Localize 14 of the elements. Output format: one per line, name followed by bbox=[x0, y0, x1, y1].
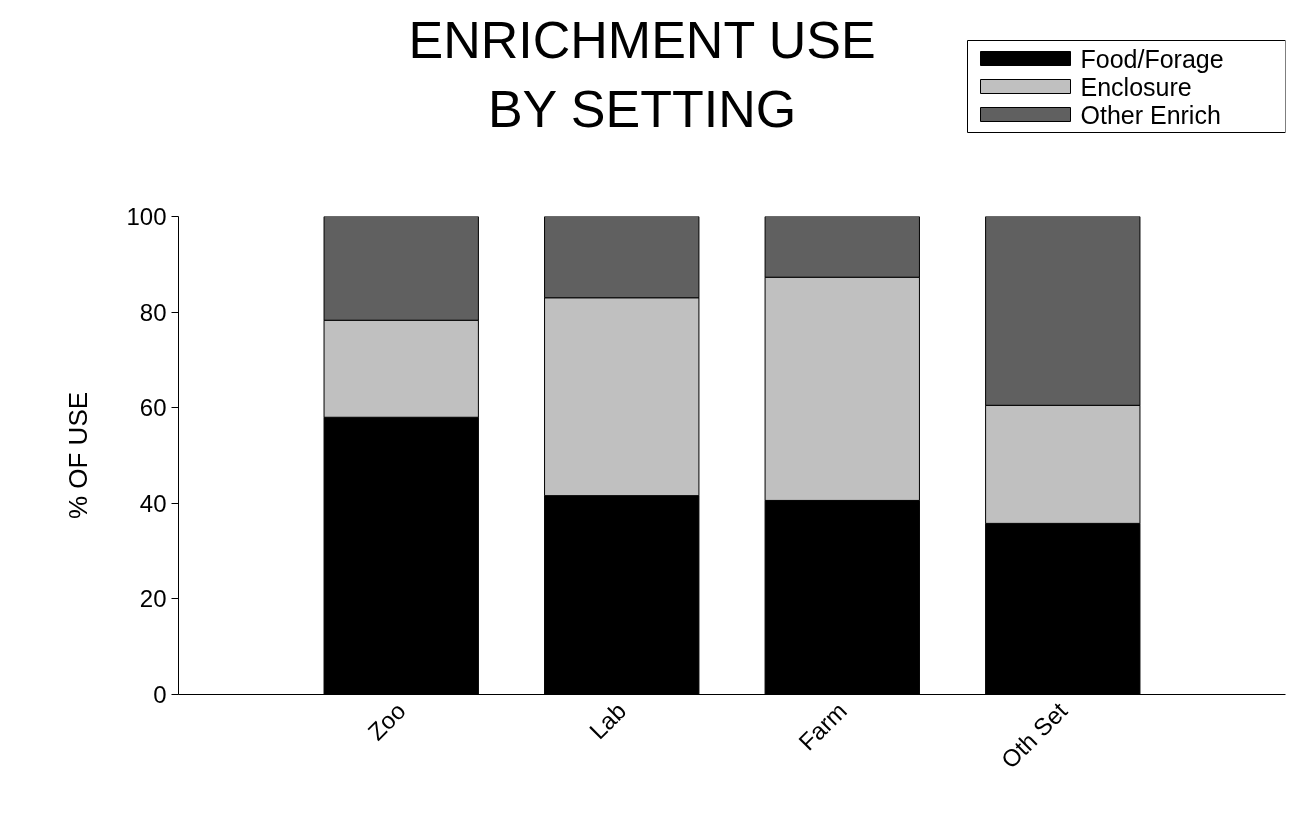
x-tick-label: Oth Set bbox=[995, 696, 1073, 774]
y-axis-title: % OF USE bbox=[63, 391, 94, 520]
x-tick-label: Lab bbox=[583, 696, 632, 745]
y-tick-label: 80 bbox=[139, 298, 167, 326]
y-tick-label: 100 bbox=[126, 203, 167, 230]
chart-title: ENRICHMENT USE BY SETTING bbox=[408, 10, 876, 139]
y-tick-label: 60 bbox=[139, 394, 167, 422]
legend-label: Food/Forage bbox=[1080, 44, 1224, 73]
y-tick-label: 20 bbox=[139, 585, 167, 613]
y-tick-label: 40 bbox=[139, 489, 167, 517]
y-tick-label: 0 bbox=[153, 681, 167, 708]
x-tick-label: Zoo bbox=[362, 696, 411, 746]
legend-label: Other Enrich bbox=[1080, 100, 1221, 129]
legend-label: Enclosure bbox=[1080, 72, 1192, 101]
